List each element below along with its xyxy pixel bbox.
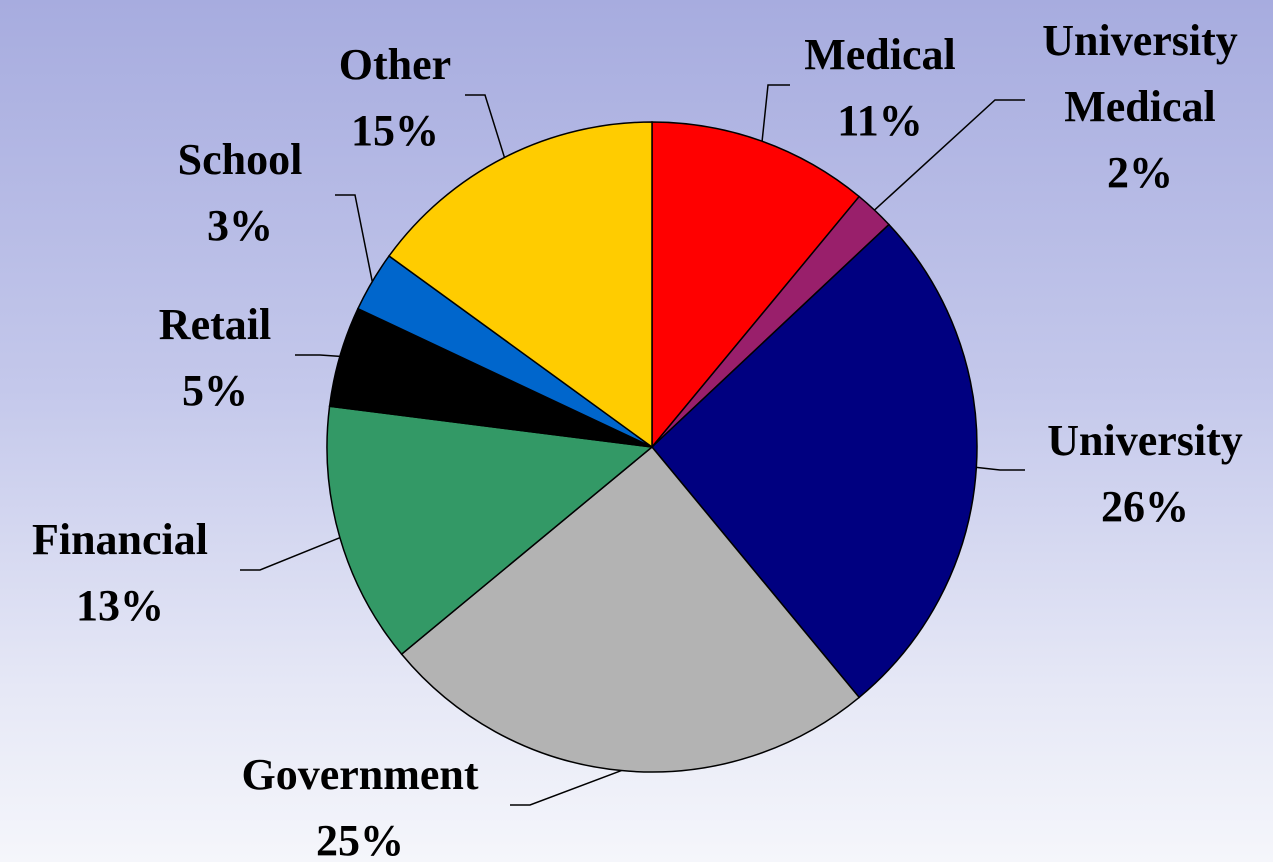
- value-label: 2%: [1107, 148, 1173, 197]
- leader-line: [873, 99, 1025, 211]
- category-label: Medical: [804, 30, 956, 79]
- value-label: 26%: [1101, 482, 1189, 531]
- category-label: University Medical: [1042, 16, 1238, 131]
- slice-label: Financial 13%: [0, 507, 250, 639]
- category-label: School: [177, 135, 303, 184]
- slice-label: Retail 5%: [115, 292, 315, 424]
- pie-slice: [651, 121, 861, 450]
- leader-line: [976, 466, 1025, 471]
- slice-label: School 3%: [140, 127, 340, 259]
- value-label: 11%: [837, 96, 923, 145]
- leader-line: [335, 194, 373, 282]
- slice-label: University 26%: [1015, 408, 1273, 540]
- pie-slice: [326, 405, 654, 656]
- leader-line: [240, 536, 341, 571]
- category-label: Retail: [158, 300, 272, 349]
- slice-label: Other 15%: [295, 32, 495, 164]
- slice-label: University Medical 2%: [1015, 8, 1265, 206]
- pie-slice: [388, 121, 653, 449]
- leader-line: [465, 94, 506, 158]
- value-label: 5%: [182, 366, 248, 415]
- category-label: University: [1047, 416, 1243, 465]
- value-label: 3%: [207, 201, 273, 250]
- value-label: 13%: [76, 581, 164, 630]
- slice-label: Medical 11%: [750, 22, 1010, 154]
- category-label: Other: [338, 40, 452, 89]
- slice-label: Government 25%: [200, 742, 520, 862]
- leader-line: [510, 769, 622, 806]
- category-label: Government: [241, 750, 479, 799]
- category-label: Financial: [31, 515, 209, 564]
- value-label: 25%: [316, 816, 404, 862]
- leader-line: [295, 354, 340, 358]
- value-label: 15%: [351, 106, 439, 155]
- leader-line: [761, 84, 790, 142]
